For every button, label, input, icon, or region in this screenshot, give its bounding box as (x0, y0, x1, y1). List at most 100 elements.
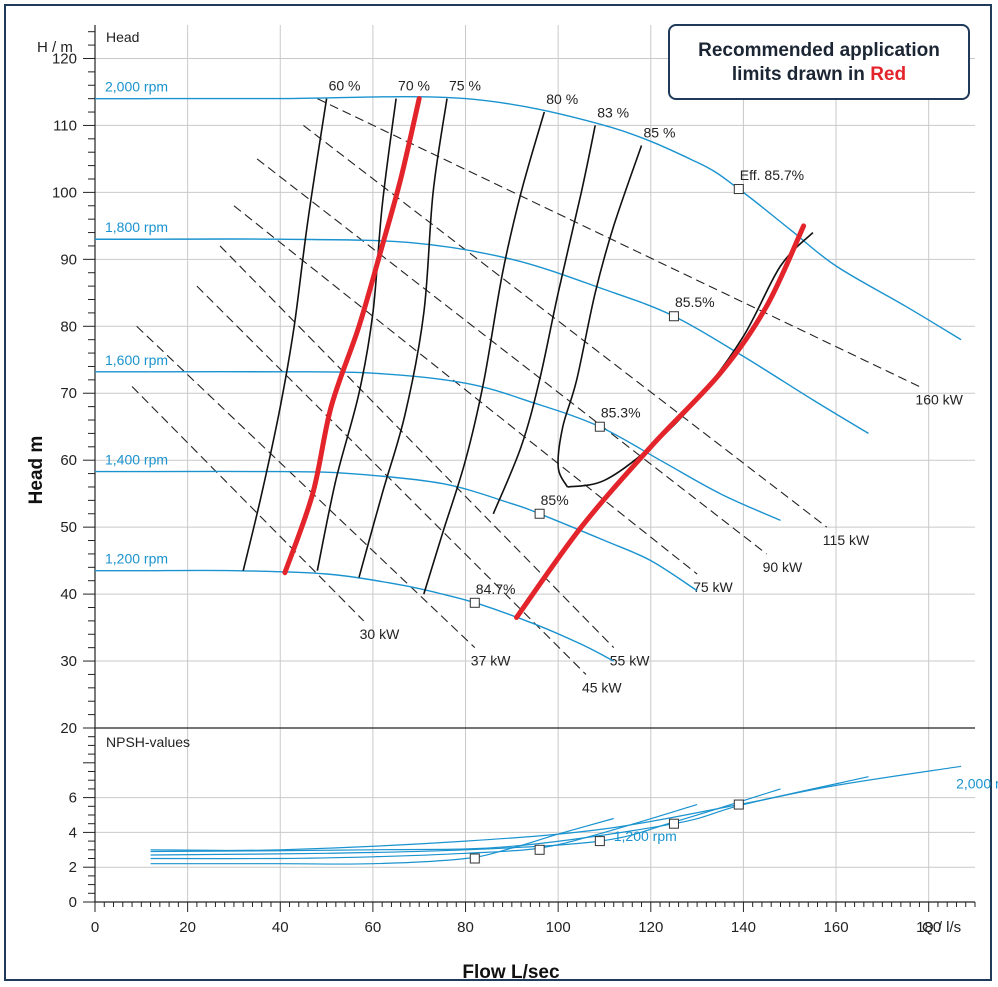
note-line-1: Recommended application (698, 40, 940, 61)
power-line-label: 90 kW (763, 559, 803, 575)
efficiency-curve (557, 145, 643, 488)
limit-lines (282, 96, 807, 620)
npsh-curves: 2,000 rpm 1,200 rpm (150, 765, 998, 865)
npsh-bep-marker (733, 799, 744, 810)
npsh-curve (150, 765, 962, 852)
npsh-grid (94, 728, 975, 902)
efficiency-label: 80 % (546, 91, 578, 107)
bep-markers: Eff. 85.7% 85.5% 85.3% 85% 84.7% (469, 167, 804, 864)
x-tick-label: 100 (546, 919, 571, 936)
power-line (233, 205, 698, 575)
bep-label: 85.5% (675, 294, 715, 310)
npsh-bep-marker (534, 844, 545, 855)
power-line (196, 285, 587, 675)
bep-marker (668, 311, 679, 322)
npsh-tick-label: 0 (69, 894, 77, 911)
npsh-curve (150, 776, 869, 853)
head-tick-label: 60 (60, 452, 77, 469)
power-line-label: 160 kW (915, 392, 963, 408)
head-tick-label: 100 (52, 184, 77, 201)
head-tick-label: 90 (60, 251, 77, 268)
note-highlight: Red (870, 64, 907, 85)
head-tick-label: 70 (60, 385, 77, 402)
head-tick-label: 50 (60, 519, 77, 536)
power-line (256, 158, 767, 555)
efficiency-curve (492, 125, 596, 515)
x-tick-label: 0 (91, 919, 99, 936)
bep-marker (534, 508, 545, 519)
bep-marker (469, 597, 480, 608)
power-line (219, 245, 615, 649)
efficiency-curve (358, 98, 448, 578)
efficiency-curve (423, 111, 546, 595)
power-line (131, 386, 365, 622)
npsh-bep-marker (668, 818, 679, 829)
y-unit-label: H / m (37, 39, 73, 56)
npsh-bep-marker (469, 853, 480, 864)
chart-frame (4, 4, 992, 981)
x-tick-label: 120 (638, 919, 663, 936)
power-line-label: 55 kW (610, 653, 650, 669)
head-tick-label: 20 (60, 720, 77, 737)
power-line-label: 75 kW (693, 579, 733, 595)
efficiency-label: 75 % (449, 78, 481, 94)
rpm-label: 1,600 rpm (105, 352, 168, 368)
recommended-limits-note: Recommended application limits drawn in … (668, 24, 970, 100)
bep-label: 85% (541, 492, 569, 508)
note-line-2: limits drawn in Red (670, 63, 968, 87)
rpm-label: 2,000 rpm (105, 79, 168, 95)
x-tick-label: 160 (824, 919, 849, 936)
rpm-curve (150, 238, 869, 434)
rpm-label: 1,200 rpm (105, 551, 168, 567)
npsh-curve (150, 788, 781, 856)
head-grid (94, 25, 975, 728)
x-tick-label: 40 (272, 919, 289, 936)
power-line-label: 45 kW (582, 679, 622, 695)
bep-label: 84.7% (476, 581, 516, 597)
bep-marker (594, 421, 605, 432)
npsh-tick-label: 6 (69, 790, 77, 807)
bep-label: Eff. 85.7% (740, 167, 804, 183)
power-line-label: 115 kW (823, 532, 870, 548)
efficiency-label: 85 % (644, 125, 676, 141)
power-line-label: 37 kW (471, 653, 511, 669)
x-axis-title: Flow L/sec (462, 962, 560, 983)
efficiency-curve (316, 98, 397, 571)
npsh-curve (150, 804, 698, 860)
labels: H / m Q / l/s Head NPSH-values Head m Flow L/… (26, 29, 961, 983)
npsh-tick-label: 2 (69, 859, 77, 876)
npsh-1200-label: 1,200 rpm (614, 828, 677, 844)
head-tick-label: 30 (60, 653, 77, 670)
rpm-curve (150, 470, 698, 592)
head-tick-label: 120 (52, 50, 77, 67)
efficiency-label: 83 % (597, 104, 629, 120)
bep-marker (733, 184, 744, 195)
efficiency-curve (242, 98, 328, 571)
npsh-bep-marker (594, 836, 605, 847)
npsh-tick-label: 4 (69, 824, 77, 841)
head-tick-label: 80 (60, 318, 77, 335)
x-tick-label: 20 (179, 919, 196, 936)
power-line-label: 30 kW (360, 626, 400, 642)
x-tick-label: 80 (457, 919, 474, 936)
x-tick-label: 180 (916, 919, 941, 936)
rpm-label: 1,400 rpm (105, 452, 168, 468)
rpm-label: 1,800 rpm (105, 219, 168, 235)
head-tick-label: 40 (60, 586, 77, 603)
power-line (303, 124, 828, 528)
limit-line (282, 96, 422, 576)
efficiency-label: 70 % (398, 78, 430, 94)
npsh-panel-title: NPSH-values (106, 734, 190, 750)
efficiency-curve (567, 232, 814, 488)
rpm-curves: 2,000 rpm 1,800 rpm 1,600 rpm 1,400 rpm 1,20… (95, 79, 962, 662)
npsh-curve (150, 817, 614, 865)
x-unit-label: Q / l/s (922, 919, 961, 936)
power-line (136, 325, 476, 649)
efficiency-curves: 60 % 70 % 75 % 80 % 83 % 85 % (242, 78, 814, 595)
y-axis-title: Head m (26, 436, 47, 505)
x-tick-label: 140 (731, 919, 756, 936)
bep-label: 85.3% (601, 405, 641, 421)
rpm-curve (150, 95, 962, 341)
